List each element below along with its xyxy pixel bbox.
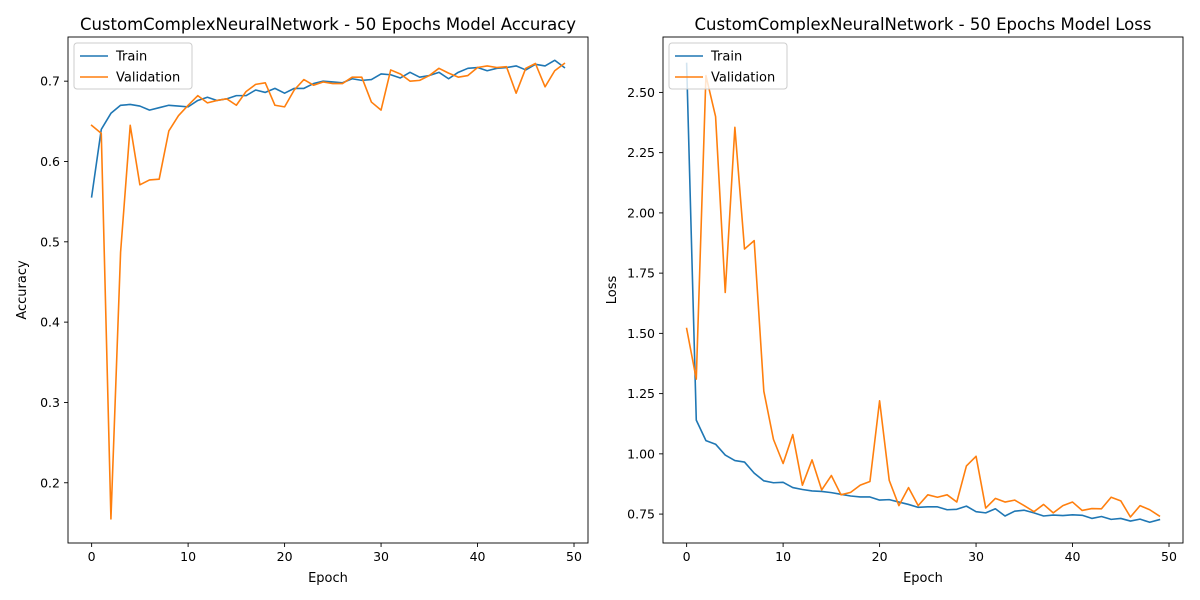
- loss-x-tick-label: 0: [683, 549, 691, 564]
- accuracy-x-tick-label: 0: [88, 549, 96, 564]
- loss-x-tick-label: 10: [775, 549, 791, 564]
- accuracy-axes-frame: [67, 36, 589, 544]
- loss-axes: CustomComplexNeuralNetwork - 50 Epochs M…: [605, 15, 1184, 586]
- loss-x-axis-label: Epoch: [903, 571, 943, 586]
- accuracy-y-tick-label: 0.7: [40, 74, 60, 89]
- loss-legend-label-train: Train: [710, 50, 742, 65]
- loss-validation-line: [685, 74, 1161, 518]
- loss-y-tick-label: 2.50: [627, 85, 655, 100]
- loss-legend-label-validation: Validation: [711, 71, 775, 86]
- accuracy-train-line: [90, 59, 566, 198]
- accuracy-validation-line: [90, 62, 566, 520]
- loss-axes-frame: [662, 36, 1184, 544]
- accuracy-legend-label-validation: Validation: [116, 71, 180, 86]
- loss-y-tick-label: 1.00: [627, 446, 655, 461]
- loss-y-tick-label: 1.75: [627, 266, 655, 281]
- loss-y-tick-label: 2.25: [627, 145, 655, 160]
- loss-train-line: [685, 62, 1161, 524]
- accuracy-x-axis-label: Epoch: [308, 571, 348, 586]
- loss-x-tick-label: 20: [872, 549, 888, 564]
- accuracy-x-tick-label: 50: [566, 549, 582, 564]
- loss-x-tick-label: 30: [968, 549, 984, 564]
- accuracy-y-tick-label: 0.6: [40, 154, 60, 169]
- accuracy-x-tick-label: 30: [373, 549, 389, 564]
- loss-x-tick-label: 40: [1065, 549, 1081, 564]
- loss-y-tick-label: 1.50: [627, 326, 655, 341]
- loss-plot-area: [663, 37, 1183, 543]
- accuracy-axes: CustomComplexNeuralNetwork - 50 Epochs M…: [15, 15, 589, 586]
- accuracy-title: CustomComplexNeuralNetwork - 50 Epochs M…: [80, 15, 576, 34]
- accuracy-y-tick-label: 0.2: [40, 475, 60, 490]
- loss-y-axis-label: Loss: [605, 276, 620, 305]
- accuracy-x-tick-label: 10: [180, 549, 196, 564]
- accuracy-legend-label-train: Train: [115, 50, 147, 65]
- loss-y-tick-label: 1.25: [627, 386, 655, 401]
- accuracy-y-tick-label: 0.5: [40, 234, 60, 249]
- loss-y-tick-label: 0.75: [627, 507, 655, 522]
- accuracy-y-axis-label: Accuracy: [15, 260, 30, 320]
- accuracy-y-tick-label: 0.4: [40, 315, 60, 330]
- accuracy-x-tick-label: 40: [470, 549, 486, 564]
- accuracy-x-tick-label: 20: [277, 549, 293, 564]
- accuracy-plot-area: [68, 37, 588, 543]
- loss-y-tick-label: 2.00: [627, 205, 655, 220]
- accuracy-y-tick-label: 0.3: [40, 395, 60, 410]
- loss-x-tick-label: 50: [1161, 549, 1177, 564]
- loss-title: CustomComplexNeuralNetwork - 50 Epochs M…: [695, 15, 1152, 34]
